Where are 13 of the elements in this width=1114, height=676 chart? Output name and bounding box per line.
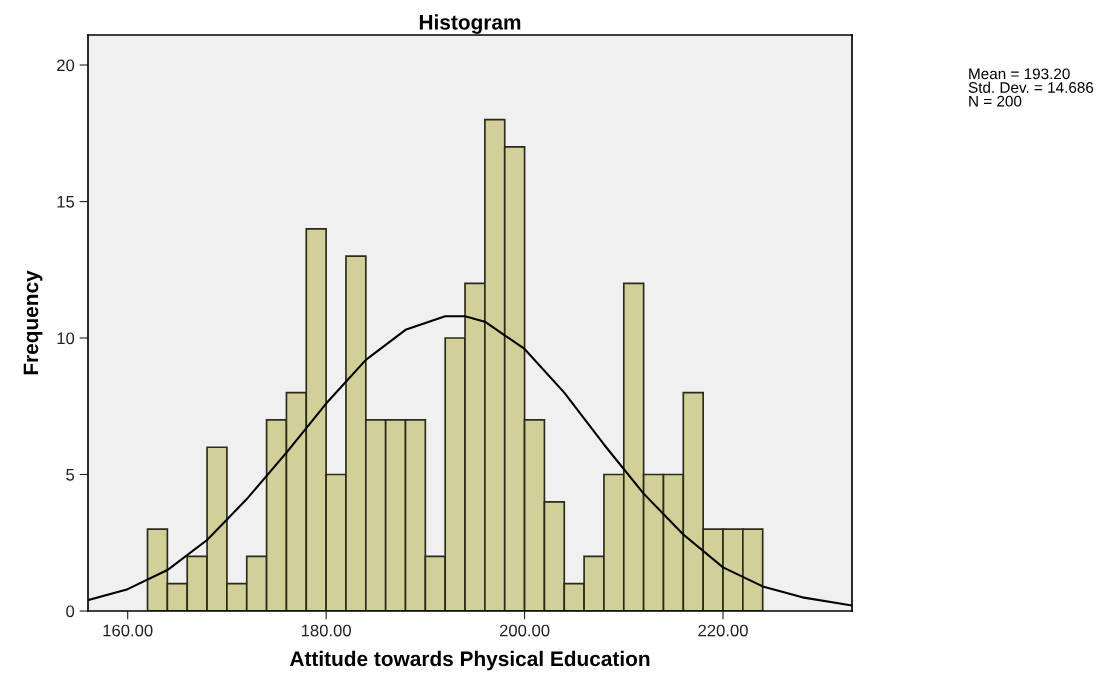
x-tick-label: 200.00 (499, 624, 550, 637)
y-axis-title: Frequency (23, 270, 43, 375)
y-tick-label: 10 (57, 332, 75, 345)
y-tick-label: 20 (57, 59, 75, 72)
x-tick-label: 180.00 (301, 624, 351, 637)
x-tick-label: 220.00 (698, 624, 748, 637)
chart-title: Histogram (419, 14, 521, 34)
y-tick-label: 15 (57, 196, 75, 208)
y-tick-label: 5 (66, 469, 75, 481)
y-tick-label: 0 (66, 605, 75, 618)
x-tick-label: 160.00 (103, 624, 153, 637)
text: Mean = 193.20 Std. Dev. = 14.686 N = 200 (968, 68, 1094, 107)
x-axis-title: Attitude towards Physical Education (289, 650, 650, 671)
